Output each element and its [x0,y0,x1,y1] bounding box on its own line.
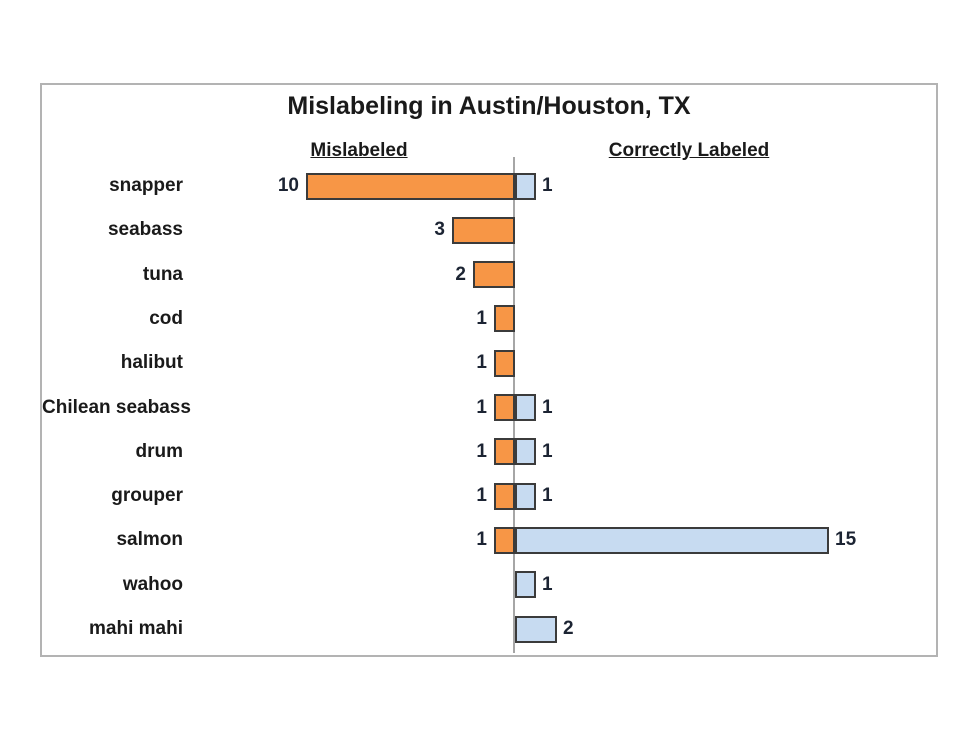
correctly-labeled-value-grouper: 1 [542,485,553,507]
category-label-tuna: tuna [142,263,183,285]
mislabeled-bar-cod [494,305,515,333]
mislabeled-value-halibut: 1 [476,352,487,374]
correctly-labeled-bar-wahoo [515,571,536,599]
mislabeled-value-chilean-seabass: 1 [476,396,487,418]
mislabeled-bar-halibut [494,349,515,377]
correctly-labeled-bar-chilean-seabass [515,394,536,421]
mislabeled-value-salmon: 1 [476,529,487,551]
mislabeled-value-snapper: 10 [277,175,299,196]
correctly-labeled-value-chilean-seabass: 1 [542,396,553,418]
right-column-header-correctly-labeled: Correctly Labeled [608,140,770,161]
mislabeled-bar-drum [494,438,515,466]
correctly-labeled-value-salmon: 15 [835,529,857,551]
correctly-labeled-value-snapper: 1 [542,175,553,196]
category-label-drum: drum [135,440,184,462]
mislabeled-bar-tuna [473,261,515,289]
category-label-salmon: salmon [116,529,183,551]
category-label-cod: cod [149,307,183,329]
category-label-chilean-seabass: Chilean seabass [42,396,191,418]
mislabeled-bar-seabass [452,216,515,244]
category-label-mahi-mahi: mahi mahi [89,618,183,639]
left-column-header-mislabeled: Mislabeled [310,140,408,161]
chart-title: Mislabeling in Austin/Houston, TX [287,92,691,120]
category-label-seabass: seabass [107,219,183,241]
correctly-labeled-bar-salmon [515,526,829,554]
correctly-labeled-bar-snapper [515,172,536,200]
correctly-labeled-bar-mahi-mahi [515,615,557,643]
category-label-snapper: snapper [109,175,183,196]
mislabeled-value-seabass: 3 [434,219,445,241]
correctly-labeled-value-wahoo: 1 [542,573,553,595]
mislabeled-value-tuna: 2 [455,263,466,285]
mislabeled-bar-chilean-seabass [494,394,515,421]
category-label-halibut: halibut [120,352,183,374]
correctly-labeled-bar-drum [515,438,536,466]
category-label-grouper: grouper [111,485,183,507]
mislabeled-value-grouper: 1 [476,485,487,507]
mislabeled-value-cod: 1 [476,307,487,329]
chart-frame: Mislabeling in Austin/Houston, TX Mislab… [40,83,938,657]
correctly-labeled-value-drum: 1 [542,440,553,462]
mislabeled-bar-snapper [306,172,515,200]
category-label-wahoo: wahoo [122,573,183,595]
correctly-labeled-value-mahi-mahi: 2 [563,618,574,639]
mislabeled-value-drum: 1 [476,440,487,462]
correctly-labeled-bar-grouper [515,482,536,510]
mislabeled-bar-grouper [494,482,515,510]
mislabeled-bar-salmon [494,526,515,554]
